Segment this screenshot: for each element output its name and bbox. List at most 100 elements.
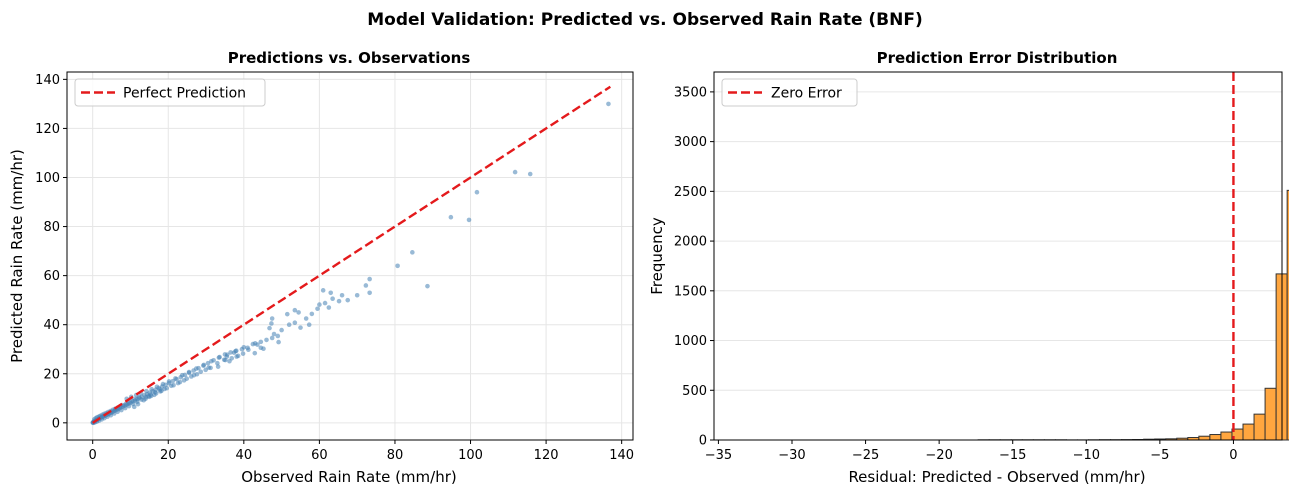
- scatter-point: [205, 360, 211, 366]
- scatter-point: [224, 354, 230, 359]
- scatter-y-ticks: 0 20 40 60 80 100 120 140: [35, 73, 67, 431]
- scatter-point: [149, 386, 154, 392]
- histogram-bar: [1264, 387, 1277, 441]
- scatter-point: [168, 383, 174, 389]
- scatter-point: [330, 296, 335, 301]
- scatter-point: [246, 347, 251, 353]
- scatter-point: [130, 398, 135, 403]
- histogram-bar: [1286, 189, 1289, 441]
- scatter-x-tick-label: 60: [311, 448, 328, 463]
- scatter-point: [198, 369, 204, 375]
- scatter-x-tick-label: 100: [458, 448, 483, 463]
- histogram-x-tick-label: −35: [705, 448, 732, 463]
- scatter-point: [292, 320, 298, 326]
- scatter-point: [221, 357, 227, 363]
- scatter-point: [339, 292, 345, 298]
- histogram-title: Prediction Error Distribution: [877, 49, 1118, 67]
- scatter-point: [144, 388, 149, 394]
- scatter-point: [181, 378, 187, 383]
- scatter-point: [284, 311, 290, 317]
- histogram-x-tick-label: 0: [1229, 448, 1237, 463]
- scatter-x-tick-label: 20: [160, 448, 177, 463]
- scatter-point: [215, 360, 220, 366]
- scatter-point: [201, 362, 207, 368]
- scatter-point: [286, 322, 292, 327]
- scatter-point: [227, 358, 232, 364]
- histogram-x-tick-label: −20: [925, 448, 952, 463]
- histogram-y-ticks: 0 500 1000 1500 2000 2500 3000 3500: [674, 85, 714, 449]
- scatter-point: [228, 350, 233, 355]
- histogram-y-tick-label: 500: [682, 384, 707, 399]
- scatter-point: [410, 250, 415, 255]
- figure-title: Model Validation: Predicted vs. Observed…: [367, 10, 923, 30]
- scatter-point: [296, 310, 301, 315]
- scatter-point: [154, 384, 160, 390]
- histogram-panel: Prediction Error Distribution −35 −30 −25−…: [648, 49, 1289, 486]
- scatter-point: [231, 350, 237, 355]
- scatter-y-tick-label: 0: [52, 416, 60, 431]
- scatter-y-tick-label: 120: [35, 122, 60, 137]
- scatter-point: [264, 337, 269, 343]
- scatter-point: [425, 283, 430, 289]
- histogram-y-tick-label: 3000: [674, 135, 707, 150]
- histogram-bar: [1209, 434, 1222, 441]
- legend-label-perfect-prediction: Perfect Prediction: [123, 86, 246, 102]
- scatter-y-tick-label: 100: [35, 171, 60, 186]
- scatter-point: [119, 407, 124, 413]
- scatter-point: [328, 290, 334, 296]
- scatter-point: [153, 391, 159, 396]
- scatter-point: [179, 372, 185, 378]
- scatter-point: [267, 325, 272, 331]
- scatter-point: [306, 322, 312, 327]
- scatter-x-tick-label: 0: [89, 448, 97, 463]
- scatter-point: [159, 388, 164, 394]
- histogram-axes-frame: [713, 71, 1283, 441]
- scatter-x-ticks: 0 20 40 60 80 100 120 140: [89, 440, 634, 463]
- scatter-point: [474, 189, 480, 195]
- histogram-bar: [1242, 423, 1255, 441]
- scatter-point: [448, 214, 454, 220]
- scatter-point: [279, 327, 284, 333]
- scatter-point: [234, 354, 239, 359]
- scatter-point: [175, 380, 181, 386]
- scatter-point: [186, 369, 192, 375]
- scatter-point: [363, 283, 369, 288]
- scatter-x-tick-label: 80: [387, 448, 404, 463]
- scatter-point: [395, 263, 400, 269]
- scatter-y-tick-label: 140: [35, 73, 60, 88]
- scatter-point: [146, 393, 151, 399]
- scatter-point: [261, 346, 266, 352]
- scatter-point: [173, 376, 178, 381]
- scatter-point: [122, 405, 128, 411]
- scatter-x-tick-label: 120: [534, 448, 559, 463]
- perfect-prediction-line: [92, 85, 611, 424]
- scatter-point: [252, 350, 258, 356]
- histogram-bar: [1253, 413, 1266, 441]
- histogram-x-tick-label: −5: [1150, 448, 1169, 463]
- scatter-point: [512, 169, 518, 175]
- scatter-x-label: Observed Rain Rate (mm/hr): [241, 468, 456, 486]
- scatter-point: [367, 290, 372, 296]
- histogram-y-tick-label: 1000: [674, 334, 707, 349]
- scatter-point: [166, 379, 172, 384]
- scatter-y-tick-label: 20: [43, 367, 60, 382]
- histogram-legend-box: [721, 78, 858, 107]
- scatter-y-tick-label: 80: [43, 220, 60, 235]
- scatter-point: [255, 342, 260, 347]
- scatter-point: [108, 412, 114, 418]
- scatter-point: [189, 374, 194, 379]
- scatter-axes-frame: [66, 71, 634, 441]
- scatter-grid: [67, 72, 633, 440]
- scatter-panel: Predictions vs. Observations 0 20 40 60 80 10…: [8, 49, 634, 486]
- scatter-point: [466, 217, 472, 223]
- scatter-point: [208, 365, 213, 371]
- scatter-point: [336, 298, 342, 304]
- histogram-x-tick-label: −10: [1073, 448, 1100, 463]
- histogram-y-tick-label: 2000: [674, 235, 707, 250]
- scatter-point: [275, 333, 281, 339]
- scatter-point: [606, 101, 611, 107]
- scatter-point: [354, 292, 360, 298]
- scatter-point: [241, 344, 247, 350]
- histogram-x-tick-label: −15: [999, 448, 1026, 463]
